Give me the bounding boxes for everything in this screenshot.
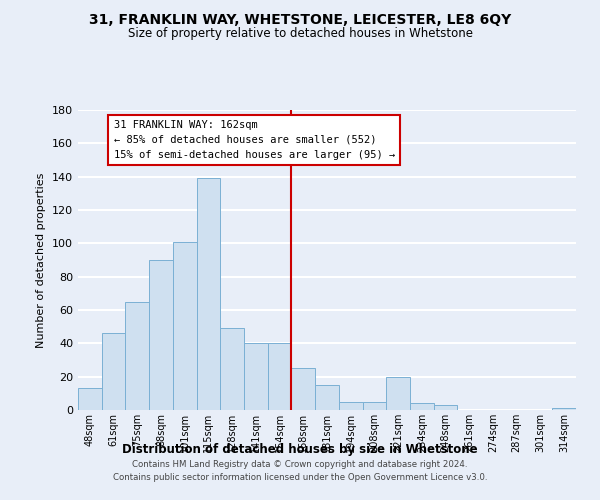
Text: Distribution of detached houses by size in Whetstone: Distribution of detached houses by size … [122,444,478,456]
Bar [197,178,220,410]
Bar [268,344,292,410]
Bar [552,408,576,410]
Text: 31 FRANKLIN WAY: 162sqm
← 85% of detached houses are smaller (552)
15% of semi-d: 31 FRANKLIN WAY: 162sqm ← 85% of detache… [113,120,395,160]
Bar [125,302,149,410]
Text: Contains HM Land Registry data © Crown copyright and database right 2024.
Contai: Contains HM Land Registry data © Crown c… [113,460,487,482]
Bar [102,334,125,410]
Bar [315,385,339,410]
Bar [339,402,362,410]
Bar [149,260,173,410]
Bar [386,376,410,410]
Bar [78,388,102,410]
Bar [220,328,244,410]
Bar [434,405,457,410]
Bar [244,344,268,410]
Text: 31, FRANKLIN WAY, WHETSTONE, LEICESTER, LE8 6QY: 31, FRANKLIN WAY, WHETSTONE, LEICESTER, … [89,12,511,26]
Text: Size of property relative to detached houses in Whetstone: Size of property relative to detached ho… [128,28,473,40]
Bar [410,404,434,410]
Bar [362,402,386,410]
Bar [292,368,315,410]
Y-axis label: Number of detached properties: Number of detached properties [37,172,46,348]
Bar [173,242,197,410]
